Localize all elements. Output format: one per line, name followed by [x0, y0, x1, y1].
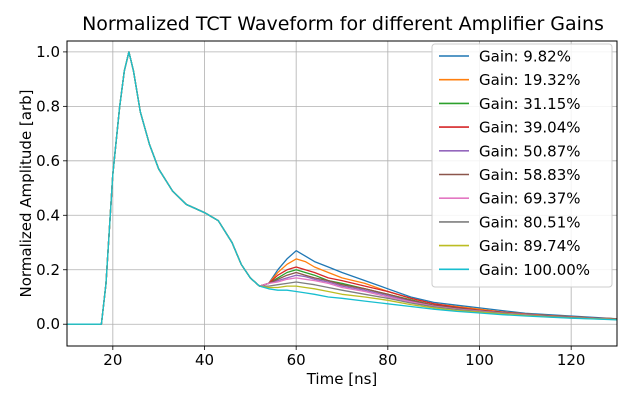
x-tick-label: 100: [465, 351, 494, 369]
x-tick-label: 60: [287, 351, 306, 369]
legend-label: Gain: 80.51%: [479, 213, 581, 231]
y-tick-label: 1.0: [36, 43, 60, 61]
chart-title: Normalized TCT Waveform for different Am…: [82, 13, 604, 35]
legend-label: Gain: 58.83%: [479, 166, 581, 184]
y-axis-label: Normalized Amplitude [arb]: [17, 89, 35, 297]
legend-label: Gain: 9.82%: [479, 48, 571, 66]
x-tick-label: 120: [557, 351, 586, 369]
y-tick-label: 0.6: [36, 152, 60, 170]
legend-box: [431, 43, 613, 288]
y-tick-label: 0.2: [36, 261, 60, 279]
legend-label: Gain: 19.32%: [479, 71, 581, 89]
plot-frame: [66, 40, 618, 347]
series-line-10: [67, 51, 618, 325]
y-tick-label: 0.8: [36, 97, 60, 115]
legend-label: Gain: 31.15%: [479, 95, 581, 113]
legend-label: Gain: 100.00%: [479, 261, 590, 279]
x-tick-label: 40: [195, 351, 214, 369]
x-axis-label: Time [ns]: [306, 370, 378, 388]
legend-label: Gain: 50.87%: [479, 142, 581, 160]
x-tick-label: 80: [378, 351, 397, 369]
legend-label: Gain: 69.37%: [479, 190, 581, 208]
x-tick-label: 20: [103, 351, 122, 369]
legend-label: Gain: 39.04%: [479, 119, 581, 137]
y-tick-label: 0.0: [36, 315, 60, 333]
legend-label: Gain: 89.74%: [479, 237, 581, 255]
axis-ticks: 20 40 60 80 100 120 0.0 0.2 0.4 0.6 0.8 1.0: [36, 43, 585, 369]
y-tick-label: 0.4: [36, 206, 60, 224]
series-lines: [67, 51, 618, 325]
legend: Gain: 9.82% Gain: 19.32% Gain: 31.15% Gain:…: [431, 43, 613, 288]
